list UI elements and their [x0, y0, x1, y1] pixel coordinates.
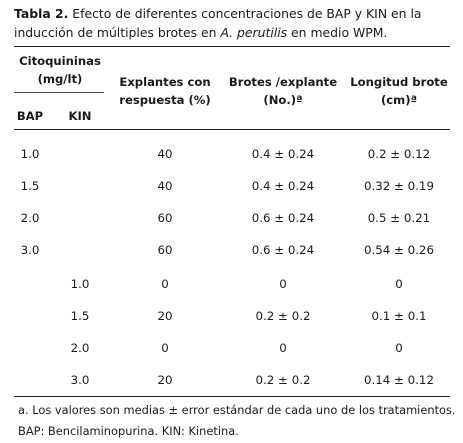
bottom-rule [14, 396, 450, 397]
footnote-a: a. Los valores son medias ± error estánd… [18, 403, 456, 417]
cell-brotes: 0.2 ± 0.2 [255, 309, 311, 323]
cell-explantes: 40 [157, 179, 173, 193]
header-longitud-units: (cm)ª [380, 93, 418, 107]
cell-bap: 1.5 [20, 179, 40, 193]
header-explantes-units: respuesta (%) [119, 93, 211, 107]
header-brotes: Brotes /explante [228, 75, 338, 89]
cell-brotes: 0.6 ± 0.24 [251, 243, 315, 257]
table-caption: Tabla 2. Efecto de diferentes concentrac… [14, 4, 454, 42]
cell-brotes: 0 [279, 277, 287, 291]
cell-longitud: 0.14 ± 0.12 [364, 373, 434, 387]
cell-explantes: 20 [157, 373, 173, 387]
cell-longitud: 0 [395, 341, 403, 355]
header-rule [14, 129, 450, 130]
cell-brotes: 0.4 ± 0.24 [251, 147, 315, 161]
header-citoquininas-units: (mg/lt) [37, 72, 83, 86]
cell-longitud: 0.54 ± 0.26 [364, 243, 434, 257]
cell-longitud: 0 [395, 277, 403, 291]
cell-kin: 1.5 [70, 309, 90, 323]
caption-species: A. perutilis [220, 25, 288, 40]
cell-explantes: 60 [157, 243, 173, 257]
header-kin: KIN [68, 109, 92, 123]
cell-brotes: 0.6 ± 0.24 [251, 211, 315, 225]
cell-explantes: 20 [157, 309, 173, 323]
caption-label: Tabla 2. [14, 6, 69, 21]
cell-brotes: 0.4 ± 0.24 [251, 179, 315, 193]
header-brotes-units: (No.)ª [263, 93, 303, 107]
cell-kin: 3.0 [70, 373, 90, 387]
cell-kin: 1.0 [70, 277, 90, 291]
cell-bap: 2.0 [20, 211, 40, 225]
header-longitud: Longitud brote [350, 75, 448, 89]
cell-explantes: 60 [157, 211, 173, 225]
header-explantes: Explantes con [119, 75, 211, 89]
cell-brotes: 0.2 ± 0.2 [255, 373, 311, 387]
cell-explantes: 0 [161, 277, 169, 291]
footnote-abbreviations: BAP: Bencilaminopurina. KIN: Kinetina. [18, 424, 239, 438]
cell-kin: 2.0 [70, 341, 90, 355]
cell-brotes: 0 [279, 341, 287, 355]
cell-bap: 1.0 [20, 147, 40, 161]
cell-bap: 3.0 [20, 243, 40, 257]
cell-longitud: 0.2 ± 0.12 [367, 147, 431, 161]
header-bap: BAP [16, 109, 44, 123]
caption-text: Efecto de diferentes concentraciones de … [14, 6, 422, 40]
top-rule [14, 46, 450, 47]
cell-explantes: 40 [157, 147, 173, 161]
cell-longitud: 0.5 ± 0.21 [367, 211, 431, 225]
cell-explantes: 0 [161, 341, 169, 355]
header-citoquininas: Citoquininas [19, 54, 101, 68]
citoquininas-rule [14, 92, 104, 93]
caption-text-end: en medio WPM. [287, 25, 388, 40]
cell-longitud: 0.1 ± 0.1 [371, 309, 427, 323]
cell-longitud: 0.32 ± 0.19 [364, 179, 434, 193]
